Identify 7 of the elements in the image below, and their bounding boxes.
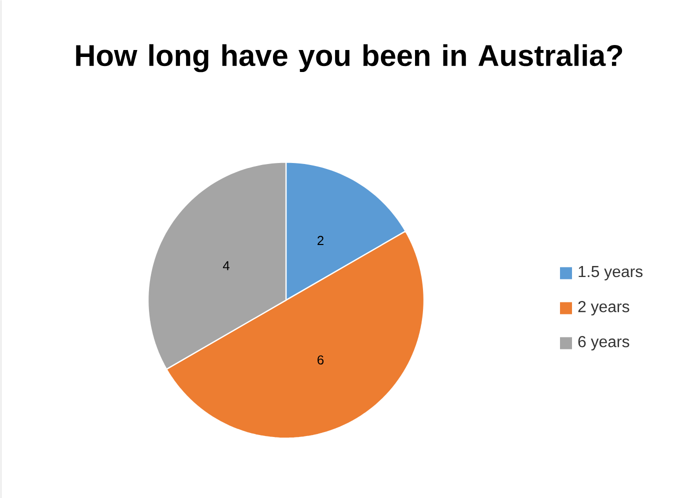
legend-label: 1.5 years: [578, 266, 642, 280]
legend-label: 6 years: [578, 336, 630, 350]
data-label: 4: [222, 261, 230, 270]
data-label: 6: [318, 355, 324, 364]
legend-label: 2 years: [578, 300, 630, 316]
data-label: 2: [318, 236, 324, 245]
chart-title: How long have you been in Australia?: [76, 44, 622, 72]
